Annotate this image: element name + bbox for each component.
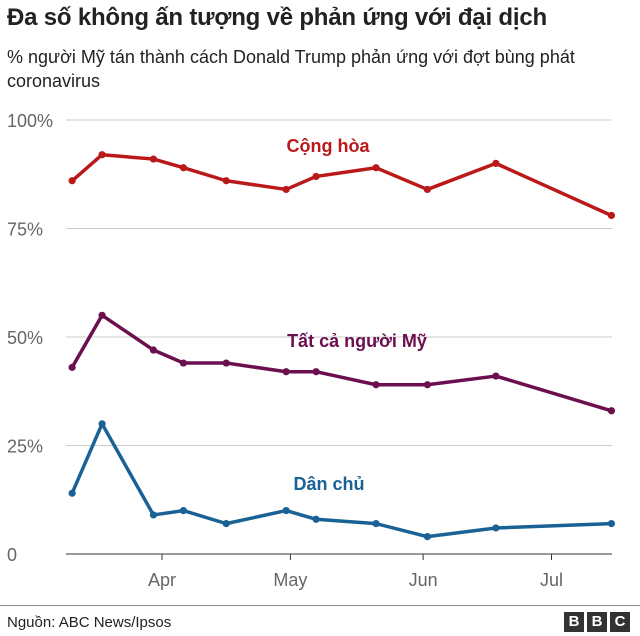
data-point xyxy=(312,172,320,181)
data-point xyxy=(149,511,158,519)
data-point xyxy=(179,164,188,172)
line-chart: 100% 75% 50% 25% 0 Apr May Jun Jul Cộng hòa Tất c… xyxy=(7,111,616,590)
series-line xyxy=(70,152,613,218)
data-point xyxy=(312,368,320,376)
data-point xyxy=(492,159,500,167)
x-tick-label: May xyxy=(273,570,307,590)
data-point xyxy=(312,515,320,523)
data-point xyxy=(179,359,188,367)
data-point xyxy=(282,185,290,194)
data-point xyxy=(372,520,380,528)
chart-subtitle: % người Mỹ tán thành cách Donald Trump p… xyxy=(7,47,575,91)
data-point xyxy=(423,533,431,541)
data-point xyxy=(68,363,76,371)
y-tick-label: 75% xyxy=(7,220,43,240)
data-point xyxy=(68,177,76,185)
bbc-logo-letter: B xyxy=(587,612,607,632)
data-point xyxy=(222,359,230,367)
data-point xyxy=(492,372,500,380)
series-label: Cộng hòa xyxy=(287,136,371,156)
data-point xyxy=(492,524,500,532)
series-label: Tất cả người Mỹ xyxy=(287,331,427,351)
data-point xyxy=(423,381,431,389)
data-point xyxy=(149,155,158,163)
data-point xyxy=(372,164,380,172)
x-tick-label: Apr xyxy=(148,570,176,590)
data-point xyxy=(607,520,616,528)
data-point xyxy=(68,489,76,497)
bbc-logo: B B C xyxy=(564,612,630,632)
x-tick-label: Jul xyxy=(540,570,563,590)
data-point xyxy=(222,177,230,185)
data-point xyxy=(149,346,158,354)
bbc-logo-letter: C xyxy=(610,612,630,632)
data-point xyxy=(179,507,188,515)
series-line xyxy=(70,313,612,413)
bbc-logo-letter: B xyxy=(564,612,584,632)
y-tick-label: 0 xyxy=(7,545,17,565)
data-point xyxy=(607,407,616,415)
data-point xyxy=(282,507,290,515)
data-point xyxy=(372,381,380,389)
data-point xyxy=(222,520,230,528)
data-point xyxy=(98,311,106,319)
data-point xyxy=(607,211,616,220)
data-point xyxy=(282,368,290,376)
data-point xyxy=(423,185,431,194)
y-tick-label: 25% xyxy=(7,437,43,457)
chart-title: Đa số không ấn tượng về phản ứng với đại… xyxy=(7,4,547,31)
source-note: Nguồn: ABC News/Ipsos xyxy=(7,614,172,631)
series-label: Dân chủ xyxy=(293,474,364,494)
x-tick-label: Jun xyxy=(409,570,438,590)
data-point xyxy=(98,151,106,159)
footer-divider xyxy=(0,605,640,606)
y-tick-label: 100% xyxy=(7,111,53,131)
y-tick-label: 50% xyxy=(7,328,43,348)
data-point xyxy=(98,420,106,428)
